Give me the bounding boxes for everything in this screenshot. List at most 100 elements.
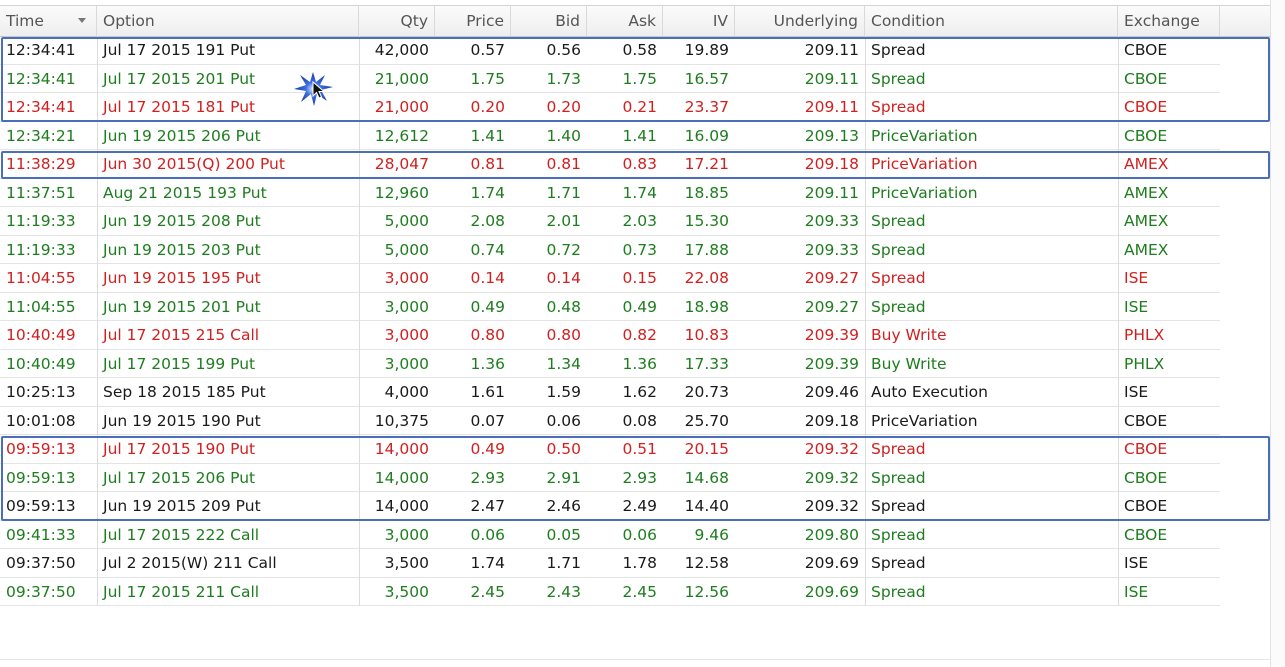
vertical-scrollbar[interactable] xyxy=(1270,0,1285,667)
cell-exchange: ISE xyxy=(1118,578,1220,606)
column-header-condition[interactable]: Condition xyxy=(865,6,1118,36)
cell-qty: 14,000 xyxy=(359,435,435,464)
table-row[interactable]: 09:59:13 Jul 17 2015 206 Put 14,000 2.93 2.9… xyxy=(0,464,1270,492)
cell-ask: 0.08 xyxy=(587,407,663,435)
cell-exchange: AMEX xyxy=(1118,207,1220,236)
cell-qty: 14,000 xyxy=(359,464,435,492)
cell-iv: 20.15 xyxy=(663,435,735,464)
cell-bid: 0.72 xyxy=(511,236,587,264)
table-row[interactable]: 12:34:21 Jun 19 2015 206 Put 12,612 1.41 1.4… xyxy=(0,122,1270,150)
table-row[interactable]: 11:04:55 Jun 19 2015 195 Put 3,000 0.14 0.14… xyxy=(0,264,1270,293)
table-row[interactable]: 09:59:13 Jul 17 2015 190 Put 14,000 0.49 0.5… xyxy=(0,435,1270,464)
cell-underlying: 209.32 xyxy=(735,464,865,492)
cell-underlying: 209.13 xyxy=(735,122,865,150)
column-header-ask[interactable]: Ask xyxy=(587,6,663,36)
cell-underlying: 209.27 xyxy=(735,264,865,293)
cell-time: 11:19:33 xyxy=(0,207,97,236)
cell-option: Jul 2 2015(W) 211 Call xyxy=(97,549,359,578)
cell-iv: 10.83 xyxy=(663,321,735,350)
cell-exchange: ISE xyxy=(1118,378,1220,407)
cell-underlying: 209.33 xyxy=(735,207,865,236)
table-row[interactable]: 11:04:55 Jun 19 2015 201 Put 3,000 0.49 0.48… xyxy=(0,293,1270,321)
cell-condition: Spread xyxy=(865,521,1118,549)
cell-time: 11:37:51 xyxy=(0,179,97,207)
cell-time: 11:04:55 xyxy=(0,293,97,321)
column-header-underlying[interactable]: Underlying xyxy=(735,6,865,36)
table-row[interactable]: 10:01:08 Jun 19 2015 190 Put 10,375 0.07 0.0… xyxy=(0,407,1270,435)
table-row[interactable]: 11:38:29 Jun 30 2015(Q) 200 Put 28,047 0.81… xyxy=(0,150,1270,179)
table-row[interactable]: 10:40:49 Jul 17 2015 199 Put 3,000 1.36 1.34… xyxy=(0,350,1270,378)
cell-time: 10:01:08 xyxy=(0,407,97,435)
cell-ask: 1.74 xyxy=(587,179,663,207)
column-header-time[interactable]: Time xyxy=(0,6,97,36)
cell-bid: 0.50 xyxy=(511,435,587,464)
column-header-exchange[interactable]: Exchange xyxy=(1118,6,1220,36)
column-header-qty[interactable]: Qty xyxy=(359,6,435,36)
cell-underlying: 209.32 xyxy=(735,435,865,464)
cell-option: Aug 21 2015 193 Put xyxy=(97,179,359,207)
cell-condition: Buy Write xyxy=(865,350,1118,378)
cell-iv: 17.88 xyxy=(663,236,735,264)
cell-iv: 15.30 xyxy=(663,207,735,236)
cell-bid: 1.71 xyxy=(511,549,587,578)
cell-ask: 0.15 xyxy=(587,264,663,293)
table-row[interactable]: 12:34:41 Jul 17 2015 191 Put 42,000 0.57 0.5… xyxy=(0,36,1270,65)
cell-option: Jun 19 2015 203 Put xyxy=(97,236,359,264)
cell-iv: 18.85 xyxy=(663,179,735,207)
cell-exchange: AMEX xyxy=(1118,236,1220,264)
cell-option: Jul 17 2015 222 Call xyxy=(97,521,359,549)
cell-bid: 0.06 xyxy=(511,407,587,435)
chevron-down-icon[interactable] xyxy=(78,18,86,23)
cell-exchange: CBOE xyxy=(1118,464,1220,492)
cell-underlying: 209.46 xyxy=(735,378,865,407)
cell-price: 1.74 xyxy=(435,549,511,578)
cell-exchange: CBOE xyxy=(1118,521,1220,549)
table-row[interactable]: 11:19:33 Jun 19 2015 203 Put 5,000 0.74 0.72… xyxy=(0,236,1270,264)
cell-condition: Spread xyxy=(865,207,1118,236)
column-divider xyxy=(359,36,360,606)
cell-time: 10:25:13 xyxy=(0,378,97,407)
cell-underlying: 209.69 xyxy=(735,578,865,606)
cell-bid: 1.59 xyxy=(511,378,587,407)
cell-ask: 1.62 xyxy=(587,378,663,407)
column-header-iv[interactable]: IV xyxy=(663,6,735,36)
cell-option: Jun 19 2015 208 Put xyxy=(97,207,359,236)
column-divider xyxy=(97,36,98,606)
cell-ask: 0.51 xyxy=(587,435,663,464)
cell-option: Jun 19 2015 190 Put xyxy=(97,407,359,435)
cell-condition: Spread xyxy=(865,65,1118,93)
cell-price: 2.08 xyxy=(435,207,511,236)
cell-condition: Spread xyxy=(865,435,1118,464)
table-row[interactable]: 10:40:49 Jul 17 2015 215 Call 3,000 0.80 0.8… xyxy=(0,321,1270,350)
cell-condition: PriceVariation xyxy=(865,407,1118,435)
cell-bid: 1.40 xyxy=(511,122,587,150)
cell-option: Jul 17 2015 206 Put xyxy=(97,464,359,492)
cell-option: Jul 17 2015 199 Put xyxy=(97,350,359,378)
table-row[interactable]: 10:25:13 Sep 18 2015 185 Put 4,000 1.61 1.59… xyxy=(0,378,1270,407)
cell-iv: 16.57 xyxy=(663,65,735,93)
table-row[interactable]: 09:41:33 Jul 17 2015 222 Call 3,000 0.06 0.0… xyxy=(0,521,1270,549)
table-row[interactable]: 09:37:50 Jul 2 2015(W) 211 Call 3,500 1.74 1… xyxy=(0,549,1270,578)
table-row[interactable]: 11:19:33 Jun 19 2015 208 Put 5,000 2.08 2.01… xyxy=(0,207,1270,236)
cell-bid: 1.34 xyxy=(511,350,587,378)
cell-option: Jun 19 2015 195 Put xyxy=(97,264,359,293)
cell-iv: 19.89 xyxy=(663,36,735,65)
cell-iv: 20.73 xyxy=(663,378,735,407)
table-row[interactable]: 11:37:51 Aug 21 2015 193 Put 12,960 1.74 1.7… xyxy=(0,179,1270,207)
cell-condition: PriceVariation xyxy=(865,122,1118,150)
cell-ask: 2.03 xyxy=(587,207,663,236)
cell-time: 11:19:33 xyxy=(0,236,97,264)
table-row[interactable]: 09:37:50 Jul 17 2015 211 Call 3,500 2.45 2.4… xyxy=(0,578,1270,606)
cell-qty: 21,000 xyxy=(359,65,435,93)
table-row[interactable]: 12:34:41 Jul 17 2015 201 Put 21,000 1.75 1.7… xyxy=(0,65,1270,93)
cell-ask: 0.58 xyxy=(587,36,663,65)
cell-exchange: CBOE xyxy=(1118,36,1220,65)
column-header-bid[interactable]: Bid xyxy=(511,6,587,36)
cell-underlying: 209.27 xyxy=(735,293,865,321)
cell-price: 0.49 xyxy=(435,293,511,321)
cell-iv: 14.68 xyxy=(663,464,735,492)
cell-price: 0.14 xyxy=(435,264,511,293)
column-header-price[interactable]: Price xyxy=(435,6,511,36)
column-header-option[interactable]: Option xyxy=(97,6,359,36)
cell-bid: 0.56 xyxy=(511,36,587,65)
